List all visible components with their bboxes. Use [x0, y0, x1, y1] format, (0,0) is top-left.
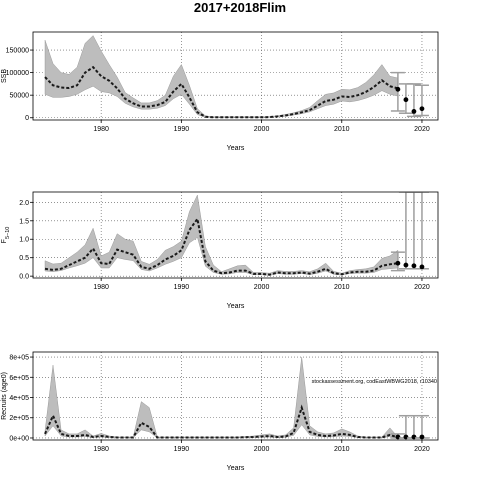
x-tick-label: 1990 [174, 446, 190, 453]
plot-frame [32, 351, 439, 441]
x-tick-label: 2020 [414, 126, 430, 133]
y-tick-label: 0 [25, 115, 29, 122]
x-tick-label: 1990 [174, 126, 190, 133]
x-axis-label: Years [227, 145, 245, 152]
x-tick-label: 1980 [93, 284, 109, 291]
forecast-point [403, 97, 409, 103]
forecast-point [419, 106, 425, 112]
y-tick-label: 150000 [6, 48, 29, 55]
forecast-point [419, 434, 425, 440]
x-tick-label: 2020 [414, 446, 430, 453]
y-tick-label: 4e+05 [9, 395, 29, 402]
y-axis-label: Recruits (age0) [1, 372, 8, 420]
forecast-point [403, 262, 409, 268]
y-tick-label: 100000 [6, 70, 29, 77]
y-tick-label: 2.0 [19, 200, 29, 207]
plot-frame [32, 191, 439, 279]
y-axis-label: F5−10 [1, 227, 11, 244]
y-tick-label: 8e+05 [9, 355, 29, 362]
forecast-point [395, 260, 401, 266]
y-tick-label: 1.5 [19, 218, 29, 225]
x-axis-label: Years [227, 465, 245, 472]
x-tick-label: 2010 [334, 446, 350, 453]
x-tick-label: 1980 [93, 126, 109, 133]
estimate-line [44, 216, 399, 276]
forecast-point [411, 109, 417, 114]
x-tick-label: 1980 [93, 446, 109, 453]
y-tick-label: 2e+05 [9, 415, 29, 422]
y-tick-label: 1.0 [19, 237, 29, 244]
confidence-band [44, 194, 399, 276]
x-tick-label: 2010 [334, 284, 350, 291]
y-tick-label: 6e+05 [9, 375, 29, 382]
estimate-line [44, 404, 399, 439]
recruits-panel: 1980 1990 2000 2010 2020 0e+00 2e+05 4e+05 6e+05… [1, 351, 439, 472]
f-panel: 1980 1990 2000 2010 2020 0.0 0.5 1.0 1.5 2.0 Years… [1, 191, 439, 310]
x-tick-label: 1990 [174, 284, 190, 291]
x-axis-label: Years [227, 303, 245, 310]
estimate-line [44, 65, 399, 119]
plot-frame [32, 31, 439, 121]
figure-title: 2017+2018Flim [194, 0, 286, 15]
confidence-band [44, 35, 399, 118]
x-tick-label: 2010 [334, 126, 350, 133]
y-tick-label: 50000 [10, 93, 30, 100]
x-tick-label: 2000 [254, 446, 270, 453]
y-tick-label: 0.5 [19, 255, 29, 262]
y-tick-label: 0e+00 [9, 435, 29, 442]
ssb-panel: 1980 1990 2000 2010 2020 0 50000 100000 150000 Ye… [1, 31, 439, 152]
x-tick-label: 2000 [254, 284, 270, 291]
y-axis-label-subscript: 5−10 [5, 227, 11, 239]
x-tick-label: 2000 [254, 126, 270, 133]
forecast-point [395, 86, 401, 92]
y-tick-label: 0.0 [19, 274, 29, 281]
forecast-point [419, 264, 425, 270]
source-annotation: stockassessment.org, codEastWBWG2018, r1… [312, 379, 437, 385]
y-axis-label: SSB [1, 69, 8, 83]
forecast-point [411, 263, 417, 269]
x-tick-label: 2020 [414, 284, 430, 291]
confidence-band [44, 357, 399, 439]
